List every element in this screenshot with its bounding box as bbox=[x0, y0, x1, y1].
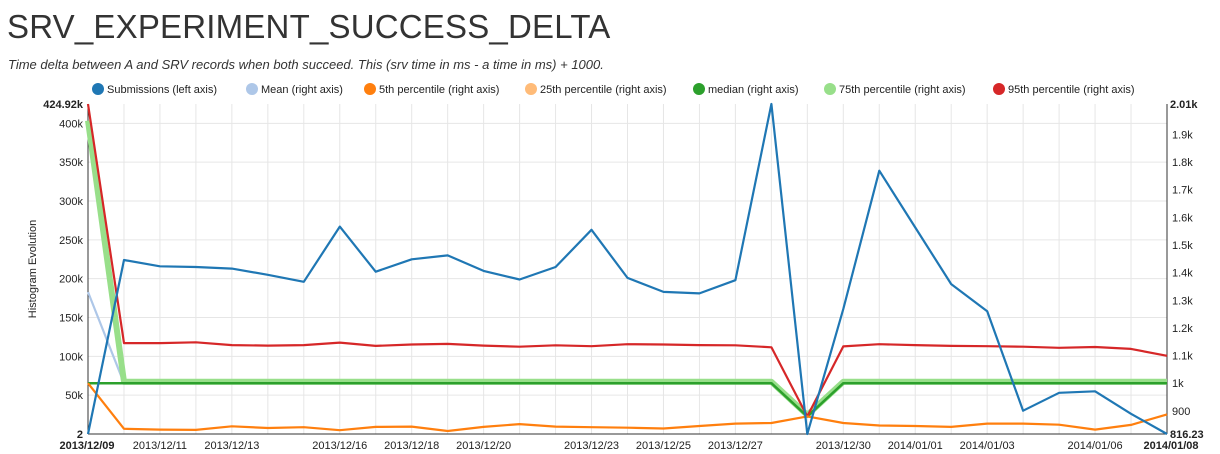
left-axis-tick-label: 200k bbox=[59, 274, 83, 286]
legend-label: 5th percentile (right axis) bbox=[379, 84, 499, 96]
legend-item-mean-right-axis[interactable]: Mean (right axis) bbox=[246, 83, 343, 96]
x-axis-tick-label: 2013/12/30 bbox=[816, 440, 871, 452]
right-axis-tick-label: 1.5k bbox=[1172, 240, 1193, 252]
legend-item-25th-percentile-right-axis[interactable]: 25th percentile (right axis) bbox=[525, 83, 667, 96]
series-line-submissions-left-axis bbox=[86, 102, 1168, 436]
left-axis-tick-label: 300k bbox=[59, 196, 83, 208]
x-axis-tick-label: 2013/12/09 bbox=[59, 440, 114, 452]
right-axis-tick-label: 1.8k bbox=[1172, 157, 1193, 169]
x-axis-tick-label: 2013/12/27 bbox=[708, 440, 763, 452]
legend-item-75th-percentile-right-axis[interactable]: 75th percentile (right axis) bbox=[824, 83, 966, 96]
legend-swatch bbox=[693, 83, 705, 95]
legend-item-submissions-left-axis[interactable]: Submissions (left axis) bbox=[92, 83, 217, 96]
right-axis-tick-label: 1.6k bbox=[1172, 212, 1193, 224]
left-axis-tick-label: 50k bbox=[65, 390, 83, 402]
y-axis-title: Histogram Evolution bbox=[27, 220, 39, 318]
x-axis-tick-label: 2014/01/01 bbox=[888, 440, 943, 452]
legend-label: 95th percentile (right axis) bbox=[1008, 84, 1135, 96]
left-axis-tick-label: 350k bbox=[59, 157, 83, 169]
legend-swatch bbox=[824, 83, 836, 95]
x-axis-tick-label: 2013/12/16 bbox=[312, 440, 367, 452]
chart-series bbox=[85, 102, 1168, 436]
legend-label: Submissions (left axis) bbox=[107, 84, 217, 96]
x-axis-tick-label: 2014/01/03 bbox=[960, 440, 1015, 452]
left-axis-min-label: 2 bbox=[77, 429, 83, 441]
right-axis-tick-label: 1.3k bbox=[1172, 295, 1193, 307]
right-axis-tick-label: 1.2k bbox=[1172, 323, 1193, 335]
chart-axes: 50k 100k 150k 200k 250k 300k 350k 400k 424.92k 2 9… bbox=[27, 99, 1204, 452]
x-axis-tick-label: 2014/01/06 bbox=[1068, 440, 1123, 452]
x-axis-tick-label: 2013/12/11 bbox=[133, 440, 187, 452]
series-line-5th-percentile-right-axis bbox=[87, 382, 1168, 433]
left-axis-tick-label: 400k bbox=[59, 118, 83, 130]
right-axis-min-label: 816.23 bbox=[1170, 429, 1204, 441]
x-axis-tick-label: 2013/12/23 bbox=[564, 440, 619, 452]
legend-item-5th-percentile-right-axis[interactable]: 5th percentile (right axis) bbox=[364, 83, 499, 96]
chart-description: Time delta between A and SRV records whe… bbox=[8, 57, 604, 72]
legend-label: median (right axis) bbox=[708, 84, 798, 96]
series-line-95th-percentile-right-axis bbox=[86, 103, 1168, 418]
legend-swatch bbox=[92, 83, 104, 95]
right-axis-tick-label: 1.9k bbox=[1172, 129, 1193, 141]
right-axis-tick-label: 1.7k bbox=[1172, 185, 1193, 197]
right-axis-tick-label: 1k bbox=[1172, 378, 1184, 390]
page-title: SRV_EXPERIMENT_SUCCESS_DELTA bbox=[7, 8, 611, 45]
chart-legend: Submissions (left axis) Mean (right axis)… bbox=[92, 83, 1135, 96]
left-axis-tick-label: 150k bbox=[59, 313, 83, 325]
legend-item-95th-percentile-right-axis[interactable]: 95th percentile (right axis) bbox=[993, 83, 1135, 96]
legend-swatch bbox=[525, 83, 537, 95]
x-axis-tick-label: 2013/12/20 bbox=[456, 440, 511, 452]
right-axis-max-label: 2.01k bbox=[1170, 99, 1198, 111]
right-axis-tick-label: 1.4k bbox=[1172, 268, 1193, 280]
x-axis-tick-label: 2013/12/25 bbox=[636, 440, 691, 452]
legend-label: 75th percentile (right axis) bbox=[839, 84, 966, 96]
left-axis-tick-label: 250k bbox=[59, 235, 83, 247]
x-axis-tick-label: 2013/12/18 bbox=[384, 440, 439, 452]
x-axis-tick-label: 2014/01/08 bbox=[1143, 440, 1198, 452]
series-line-median-right-axis bbox=[88, 381, 1167, 418]
legend-item-median-right-axis[interactable]: median (right axis) bbox=[693, 83, 798, 96]
legend-swatch bbox=[993, 83, 1005, 95]
right-axis-tick-label: 900 bbox=[1172, 406, 1190, 418]
legend-swatch bbox=[364, 83, 376, 95]
left-axis-tick-label: 100k bbox=[59, 351, 83, 363]
x-axis-tick-label: 2013/12/13 bbox=[204, 440, 259, 452]
left-axis-max-label: 424.92k bbox=[43, 99, 84, 111]
legend-label: Mean (right axis) bbox=[261, 84, 343, 96]
series-line-75th-percentile-right-axis bbox=[85, 120, 1167, 418]
right-axis-tick-label: 1.1k bbox=[1172, 351, 1193, 363]
legend-swatch bbox=[246, 83, 258, 95]
legend-label: 25th percentile (right axis) bbox=[540, 84, 667, 96]
